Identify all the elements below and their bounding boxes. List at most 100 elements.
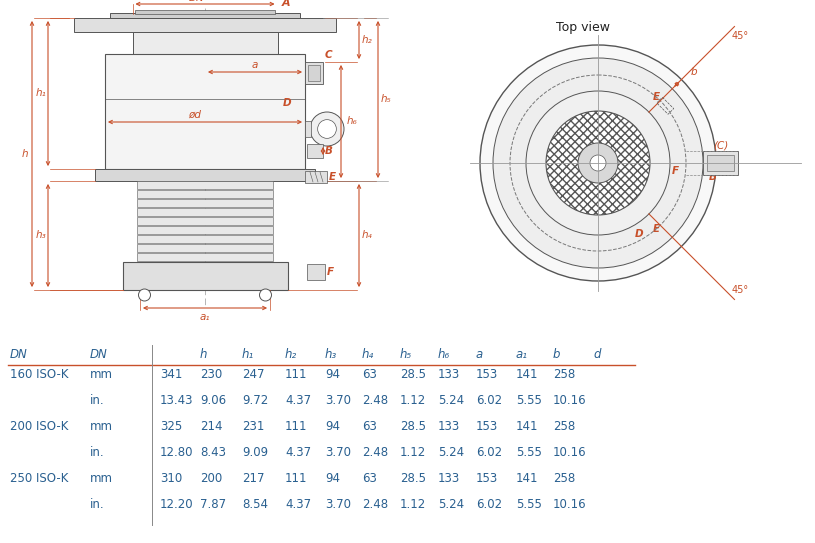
Text: 217: 217 bbox=[242, 472, 265, 485]
Text: h₃: h₃ bbox=[325, 349, 337, 362]
Text: h₁: h₁ bbox=[242, 349, 254, 362]
Text: 153: 153 bbox=[476, 472, 498, 485]
Text: h₆: h₆ bbox=[438, 349, 450, 362]
Text: 28.5: 28.5 bbox=[400, 420, 426, 433]
Text: 341: 341 bbox=[160, 369, 183, 382]
Text: 141: 141 bbox=[516, 369, 539, 382]
Text: 258: 258 bbox=[553, 369, 575, 382]
Circle shape bbox=[318, 119, 337, 138]
Text: 9.72: 9.72 bbox=[242, 395, 268, 407]
Text: 4.37: 4.37 bbox=[285, 498, 311, 512]
Text: B: B bbox=[325, 146, 333, 156]
Text: 8.43: 8.43 bbox=[200, 446, 226, 459]
Text: 250 ISO-K: 250 ISO-K bbox=[10, 472, 68, 485]
Text: 5.24: 5.24 bbox=[438, 395, 464, 407]
Text: h₅: h₅ bbox=[381, 94, 391, 104]
Text: 231: 231 bbox=[242, 420, 264, 433]
Text: 13.43: 13.43 bbox=[160, 395, 193, 407]
Text: h₄: h₄ bbox=[362, 230, 372, 241]
Text: 94: 94 bbox=[325, 420, 340, 433]
Text: 1.12: 1.12 bbox=[400, 498, 426, 512]
Text: 153: 153 bbox=[476, 369, 498, 382]
Bar bbox=[137, 199, 273, 207]
Text: 4.37: 4.37 bbox=[285, 395, 311, 407]
Text: in.: in. bbox=[90, 498, 104, 512]
Bar bbox=[305, 62, 323, 84]
Text: 8.54: 8.54 bbox=[242, 498, 268, 512]
Text: 6.02: 6.02 bbox=[476, 498, 502, 512]
Text: 247: 247 bbox=[242, 369, 265, 382]
Bar bbox=[308, 65, 320, 81]
Text: (C): (C) bbox=[713, 140, 729, 150]
Text: 63: 63 bbox=[362, 472, 377, 485]
Text: 258: 258 bbox=[553, 420, 575, 433]
Text: 1.12: 1.12 bbox=[400, 446, 426, 459]
Text: 2.48: 2.48 bbox=[362, 395, 388, 407]
Text: 133: 133 bbox=[438, 369, 460, 382]
Text: 325: 325 bbox=[160, 420, 183, 433]
Text: 9.06: 9.06 bbox=[200, 395, 226, 407]
Text: h: h bbox=[22, 149, 29, 159]
Text: 133: 133 bbox=[438, 472, 460, 485]
Text: mm: mm bbox=[90, 420, 113, 433]
Text: 141: 141 bbox=[516, 420, 539, 433]
Text: 133: 133 bbox=[438, 420, 460, 433]
Text: 258: 258 bbox=[553, 472, 575, 485]
Text: DN: DN bbox=[189, 0, 205, 3]
Bar bbox=[137, 217, 273, 225]
Text: 10.16: 10.16 bbox=[553, 446, 587, 459]
Text: mm: mm bbox=[90, 369, 113, 382]
Text: h₁: h₁ bbox=[36, 89, 46, 98]
Circle shape bbox=[546, 111, 650, 215]
Bar bbox=[133, 32, 277, 54]
Circle shape bbox=[590, 155, 606, 171]
Text: 45°: 45° bbox=[731, 31, 748, 41]
Bar bbox=[122, 262, 288, 290]
Text: E: E bbox=[653, 224, 660, 234]
Text: 160 ISO-K: 160 ISO-K bbox=[10, 369, 68, 382]
Text: 63: 63 bbox=[362, 420, 377, 433]
Text: 3.70: 3.70 bbox=[325, 498, 351, 512]
Circle shape bbox=[139, 289, 151, 301]
Text: E: E bbox=[329, 172, 336, 182]
Text: a: a bbox=[476, 349, 483, 362]
Text: 7.87: 7.87 bbox=[200, 498, 226, 512]
Text: DN: DN bbox=[90, 349, 108, 362]
Text: h₅: h₅ bbox=[400, 349, 412, 362]
Text: 10.16: 10.16 bbox=[553, 498, 587, 512]
Bar bbox=[307, 144, 323, 158]
Text: 200: 200 bbox=[200, 472, 222, 485]
Text: h₃: h₃ bbox=[36, 230, 46, 241]
Circle shape bbox=[526, 91, 670, 235]
Text: 3.70: 3.70 bbox=[325, 395, 351, 407]
Text: in.: in. bbox=[90, 395, 104, 407]
Text: 9.09: 9.09 bbox=[242, 446, 268, 459]
Text: 2.48: 2.48 bbox=[362, 446, 388, 459]
Text: mm: mm bbox=[90, 472, 113, 485]
Text: 153: 153 bbox=[476, 420, 498, 433]
Text: 5.24: 5.24 bbox=[438, 498, 464, 512]
Text: 1.12: 1.12 bbox=[400, 395, 426, 407]
Text: 310: 310 bbox=[160, 472, 183, 485]
Bar bbox=[305, 121, 311, 137]
Text: a: a bbox=[252, 60, 258, 70]
Bar bbox=[707, 155, 734, 171]
Text: h₂: h₂ bbox=[285, 349, 297, 362]
Text: 5.55: 5.55 bbox=[516, 446, 542, 459]
Text: 45°: 45° bbox=[731, 285, 748, 295]
Text: b: b bbox=[553, 349, 561, 362]
Bar bbox=[137, 226, 273, 234]
Text: h₂: h₂ bbox=[362, 35, 372, 45]
Text: D: D bbox=[635, 229, 644, 239]
Bar bbox=[137, 190, 273, 198]
Text: D: D bbox=[283, 98, 291, 108]
Text: in.: in. bbox=[90, 446, 104, 459]
Text: B: B bbox=[709, 172, 717, 182]
Text: h: h bbox=[200, 349, 208, 362]
Bar bbox=[74, 18, 336, 32]
Text: 12.80: 12.80 bbox=[160, 446, 193, 459]
Bar bbox=[105, 54, 305, 169]
Text: d: d bbox=[593, 349, 601, 362]
Bar bbox=[137, 208, 273, 216]
Bar bbox=[305, 171, 327, 183]
